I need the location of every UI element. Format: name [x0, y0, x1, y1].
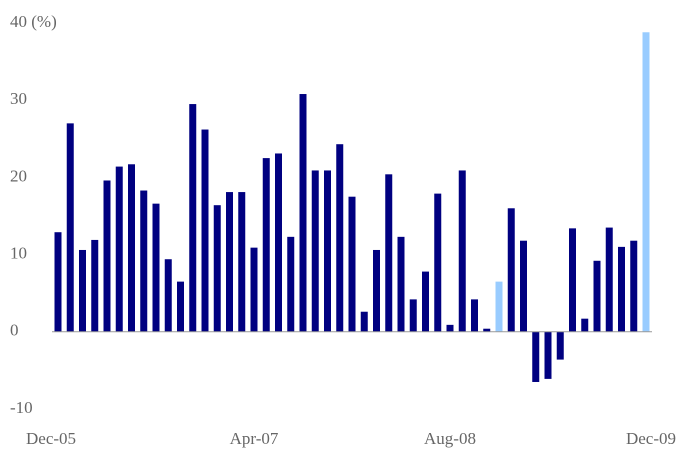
bar	[373, 249, 380, 332]
bar	[348, 196, 356, 332]
bar	[324, 170, 331, 332]
bar	[275, 153, 282, 332]
bar	[201, 129, 209, 332]
bar	[360, 311, 368, 332]
bar	[79, 249, 86, 332]
bar	[556, 331, 564, 360]
bar	[311, 170, 319, 332]
y-tick-label: 10	[10, 244, 27, 263]
x-tick-label: Dec-09	[626, 429, 676, 448]
bar	[128, 164, 135, 332]
bar	[250, 247, 258, 332]
bar	[385, 174, 393, 332]
bar	[189, 104, 197, 332]
bar	[507, 208, 515, 332]
bar	[446, 324, 454, 332]
bar	[226, 192, 233, 332]
bar	[262, 158, 270, 332]
bar	[164, 259, 172, 332]
bar	[238, 192, 246, 332]
bar	[336, 144, 344, 332]
bar	[618, 246, 625, 332]
bar	[66, 123, 74, 332]
x-tick-label: Dec-05	[26, 429, 76, 448]
y-tick-label: 20	[10, 166, 27, 185]
bar	[544, 331, 552, 379]
bar	[103, 180, 111, 332]
bar	[409, 299, 417, 332]
bar	[520, 240, 527, 332]
bar	[115, 166, 123, 332]
bar	[299, 94, 307, 332]
bar	[91, 239, 99, 332]
bar	[152, 203, 160, 332]
y-tick-label: -10	[10, 398, 33, 417]
bar	[140, 190, 148, 332]
bar	[177, 281, 184, 332]
bar	[213, 205, 221, 332]
y-tick-label: 30	[10, 89, 27, 108]
bar	[532, 331, 540, 382]
bar	[581, 318, 589, 332]
bar	[642, 32, 650, 332]
bar	[630, 240, 638, 332]
y-tick-label: 40 (%)	[10, 12, 57, 31]
bar	[458, 170, 466, 332]
bar	[495, 281, 503, 332]
y-tick-label: 0	[10, 321, 19, 340]
x-tick-label: Apr-07	[230, 429, 279, 448]
bar	[422, 271, 429, 332]
bar	[605, 227, 613, 332]
bar	[54, 232, 62, 332]
bar	[471, 299, 478, 332]
bar	[593, 260, 601, 332]
bar	[483, 328, 491, 332]
bar	[397, 236, 405, 332]
x-tick-label: Aug-08	[424, 429, 476, 448]
bar	[434, 193, 442, 332]
bar	[569, 228, 576, 332]
bar	[287, 236, 295, 332]
